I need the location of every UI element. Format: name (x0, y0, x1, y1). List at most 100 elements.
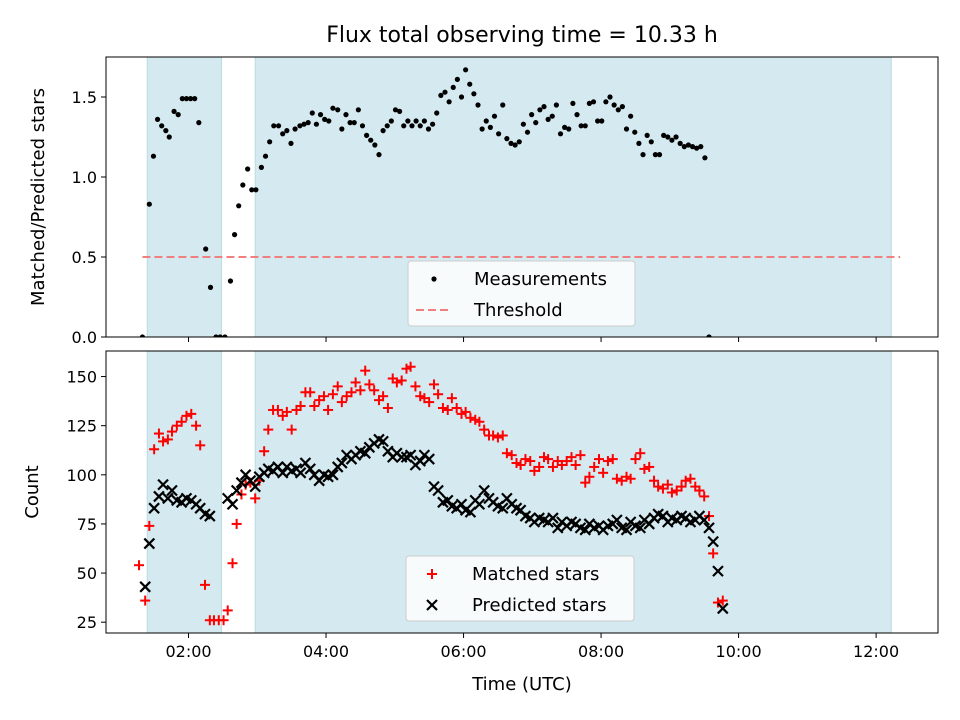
measurement-point (330, 105, 336, 111)
predicted-star-point (162, 492, 174, 505)
matched-star-point (547, 461, 558, 472)
matched-star-point (250, 493, 261, 504)
predicted-star-point (148, 502, 160, 514)
measurement-point (578, 123, 584, 129)
matched-star-point (350, 377, 361, 388)
measurement-point (292, 126, 298, 132)
legend-bottom: Matched stars Predicted stars (405, 555, 635, 622)
matched-star-point (396, 375, 407, 386)
matched-star-point (580, 477, 591, 488)
matched-star-point (309, 401, 320, 412)
y-tick-label: 1.5 (72, 88, 97, 107)
measurement-point (267, 139, 273, 145)
matched-star-point (680, 475, 691, 486)
matched-star-point (391, 377, 402, 388)
measurement-point (442, 89, 448, 95)
measurement-point (681, 144, 687, 150)
measurement-point (467, 81, 473, 87)
measurement-point (702, 155, 708, 161)
measurement-point (438, 92, 444, 98)
predicted-star-point (377, 435, 389, 448)
matched-star-point (497, 430, 508, 441)
matched-star-point (465, 412, 476, 423)
measurement-point (512, 142, 518, 148)
matched-star-point (566, 452, 577, 463)
measurement-point (417, 123, 423, 129)
matched-star-point (717, 595, 728, 606)
measurement-point (549, 113, 555, 119)
matched-star-point (685, 473, 696, 484)
matched-star-point (382, 402, 393, 413)
measurement-point (446, 99, 452, 105)
measurement-point (586, 100, 592, 106)
x-tick-label: 12:00 (853, 642, 899, 661)
matched-star-point (699, 491, 710, 502)
y-tick-label: 25 (77, 613, 97, 632)
legend-marker-dot (431, 276, 437, 282)
measurement-point (163, 128, 169, 134)
measurement-point (425, 126, 432, 132)
matched-star-point (506, 450, 517, 461)
matched-star-point (281, 406, 292, 417)
matched-star-point (653, 481, 664, 492)
measurement-point (603, 99, 609, 105)
matched-star-point (286, 424, 297, 435)
measurement-point (139, 334, 146, 337)
predicted-star-point (496, 502, 509, 514)
legend-label: Threshold (473, 300, 563, 321)
matched-star-point (144, 520, 155, 531)
measurement-point (368, 137, 374, 143)
predicted-star-point (404, 449, 417, 461)
matched-star-point (594, 454, 605, 465)
predicted-star-point (304, 463, 316, 475)
measurement-point (504, 136, 510, 142)
predicted-star-point (414, 455, 427, 467)
predicted-star-point (441, 494, 454, 507)
predicted-star-point (717, 602, 729, 615)
measurement-point (706, 334, 712, 337)
measurement-point (661, 132, 667, 138)
measurement-point (491, 113, 498, 119)
panel-ratio: 0.0 0.5 1.0 1.5 Matched/Predicted stars Mea… (28, 56, 939, 347)
matched-star-point (149, 444, 160, 455)
measurement-point (326, 118, 332, 124)
predicted-star-point (698, 514, 710, 526)
measurement-point (570, 100, 576, 106)
matched-star-point (662, 479, 673, 490)
y-axis-count: 25 50 75 100 125 150 (66, 368, 106, 632)
measurement-point (421, 118, 427, 124)
plot-frame-bottom (105, 350, 939, 634)
y-tick-label: 150 (66, 368, 97, 387)
matched-star-point (140, 595, 151, 606)
measurement-point (471, 91, 477, 97)
predicted-star-point (464, 506, 477, 518)
measurement-point (533, 120, 539, 126)
matched-star-point (589, 461, 600, 472)
y-tick-label: 100 (66, 466, 97, 485)
ylabel-count: Count (22, 465, 43, 518)
matched-star-point (570, 459, 581, 470)
matched-star-point (191, 420, 202, 431)
predicted-star-point (294, 467, 307, 479)
predicted-star-point (712, 565, 724, 577)
measurement-point (599, 118, 605, 124)
measurement-point (192, 96, 198, 102)
matched-star-point (186, 408, 197, 419)
matched-star-point (336, 397, 347, 408)
matched-star-point (607, 454, 618, 465)
measurement-point (413, 118, 419, 124)
predicted-star-point (166, 484, 178, 497)
measurement-point (685, 142, 692, 148)
predicted-star-point (551, 522, 564, 534)
measurement-point (545, 116, 551, 122)
measurement-point (245, 166, 251, 172)
measurement-point (516, 139, 522, 145)
matched-star-point (474, 416, 485, 427)
matched-star-point (378, 391, 389, 402)
ylabel-ratio: Matched/Predicted stars (28, 88, 49, 306)
matched-star-point (492, 432, 503, 443)
measurement-point (249, 187, 255, 193)
matched-star-point (602, 456, 613, 467)
measurement-point (454, 76, 460, 82)
measurement-point (487, 124, 493, 130)
